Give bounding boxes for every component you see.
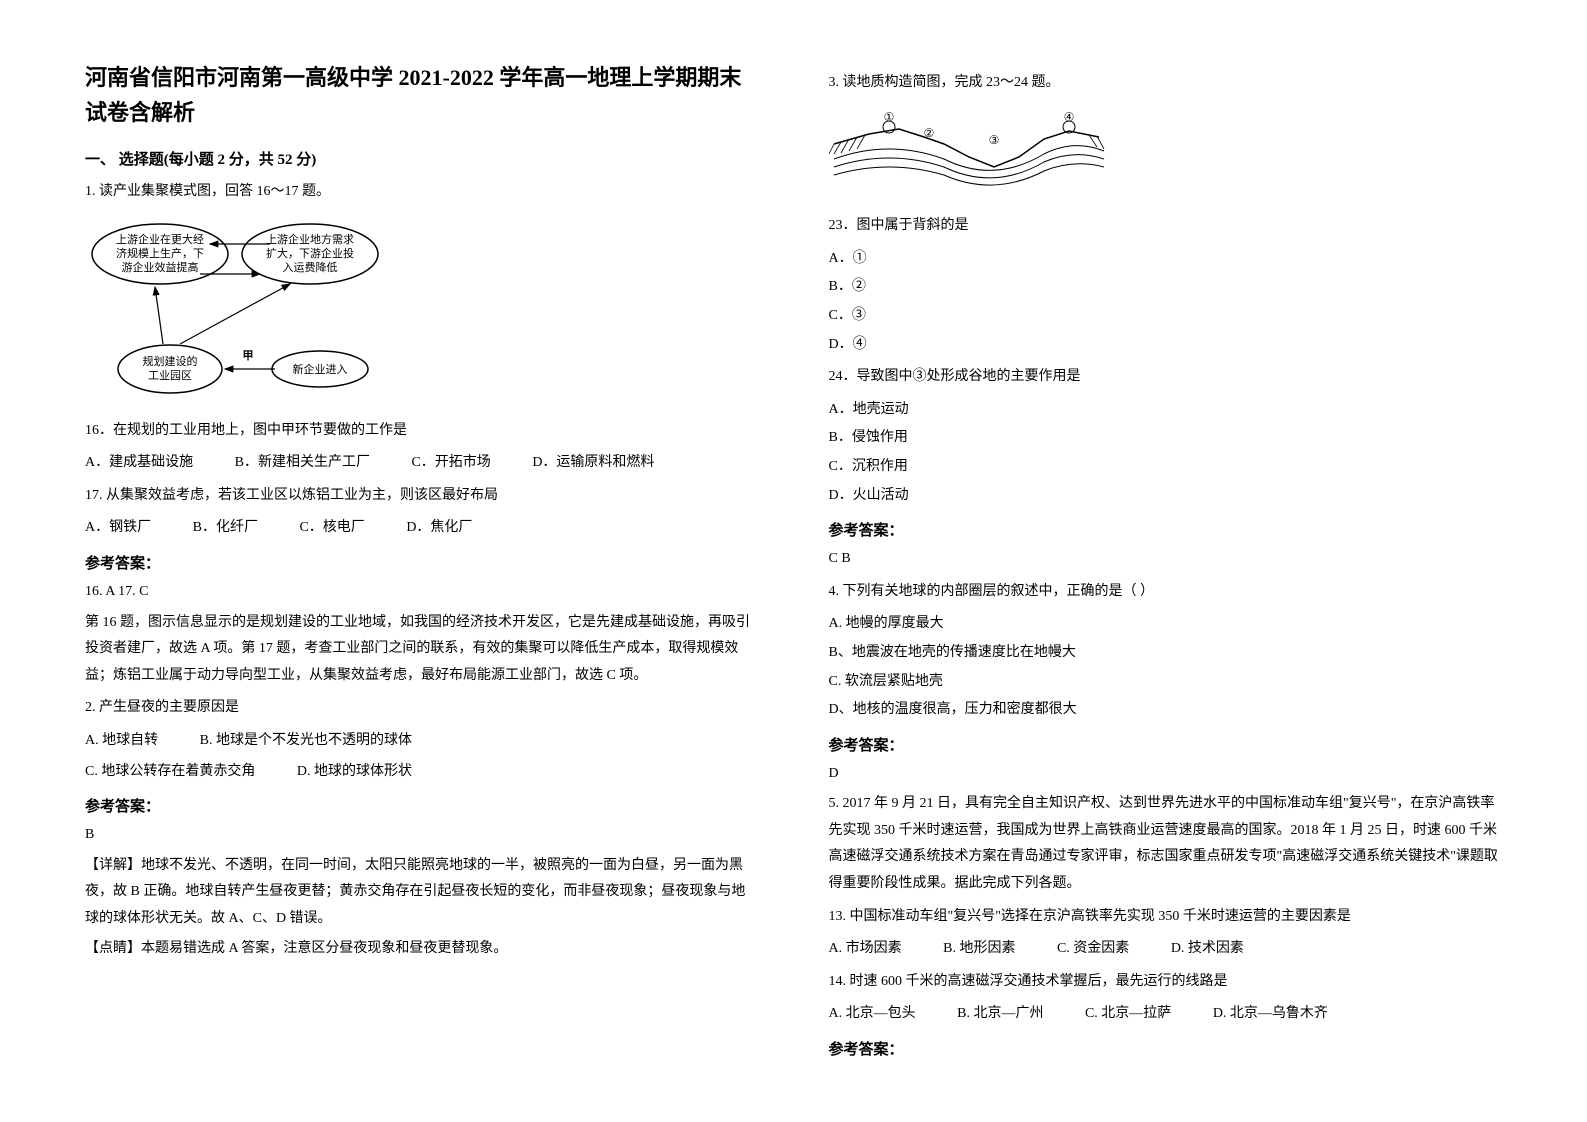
q16-options: A．建成基础设施 B．新建相关生产工厂 C．开拓市场 D．运输原料和燃料 <box>85 450 759 477</box>
q2-options-row2: C. 地球公转存在着黄赤交角 D. 地球的球体形状 <box>85 759 759 786</box>
q4-opt-c: C. 软流层紧贴地壳 <box>829 669 1503 696</box>
q1-diagram: 上游企业在更大经 济规模上生产，下 游企业效益提高 上游企业地方需求 扩大，下游… <box>85 219 759 404</box>
q13-opt-b: B. 地形因素 <box>943 936 1015 963</box>
q1-answer-label: 参考答案： <box>85 552 759 573</box>
q16-opt-a: A．建成基础设施 <box>85 450 193 477</box>
q14-opt-c: C. 北京—拉萨 <box>1085 1001 1171 1028</box>
q13-opt-d: D. 技术因素 <box>1171 936 1244 963</box>
left-column: 河南省信阳市河南第一高级中学 2021-2022 学年高一地理上学期期末试卷含解… <box>50 60 794 1062</box>
q17-opt-d: D．焦化厂 <box>406 515 472 542</box>
q2-answer: B <box>85 822 759 849</box>
q17-text: 17. 从集聚效益考虑，若该工业区以炼铝工业为主，则该区最好布局 <box>85 483 759 510</box>
q14-text: 14. 时速 600 千米的高速磁浮交通技术掌握后，最先运行的线路是 <box>829 969 1503 996</box>
q23-opt-b: B．② <box>829 274 1503 301</box>
q24-text: 24．导致图中③处形成谷地的主要作用是 <box>829 364 1503 391</box>
q13-text: 13. 中国标准动车组"复兴号"选择在京沪高铁率先实现 350 千米时速运营的主… <box>829 904 1503 931</box>
q23-opt-a: A．① <box>829 246 1503 273</box>
svg-text:新企业进入: 新企业进入 <box>293 362 348 376</box>
q17-opt-b: B．化纤厂 <box>193 515 258 542</box>
q14-options: A. 北京—包头 B. 北京—广州 C. 北京—拉萨 D. 北京—乌鲁木齐 <box>829 1001 1503 1028</box>
q1-intro: 1. 读产业集聚模式图，回答 16～17 题。 <box>85 179 759 204</box>
svg-text:甲: 甲 <box>243 349 254 362</box>
q14-opt-a: A. 北京—包头 <box>829 1001 916 1028</box>
q14-opt-b: B. 北京—广州 <box>957 1001 1043 1028</box>
q24-opt-b: B．侵蚀作用 <box>829 425 1503 452</box>
q2-opt-c: C. 地球公转存在着黄赤交角 <box>85 759 255 786</box>
svg-text:上游企业在更大经: 上游企业在更大经 <box>116 232 204 246</box>
q16-opt-c: C．开拓市场 <box>411 450 490 477</box>
q16-text: 16．在规划的工业用地上，图中甲环节要做的工作是 <box>85 418 759 445</box>
q2-options-row1: A. 地球自转 B. 地球是个不发光也不透明的球体 <box>85 728 759 755</box>
q13-opt-a: A. 市场因素 <box>829 936 902 963</box>
q1-answer: 16. A 17. C <box>85 579 759 606</box>
svg-text:扩大，下游企业投: 扩大，下游企业投 <box>266 246 354 260</box>
q24-opt-d: D．火山活动 <box>829 483 1503 510</box>
q3-answer-label: 参考答案： <box>829 519 1503 540</box>
q5-intro: 5. 2017 年 9 月 21 日，具有完全自主知识产权、达到世界先进水平的中… <box>829 791 1503 897</box>
q4-opt-d: D、地核的温度很高，压力和密度都很大 <box>829 697 1503 724</box>
right-column: 3. 读地质构造简图，完成 23～24 题。 ① ② ③ ④ <box>794 60 1538 1062</box>
q4-text: 4. 下列有关地球的内部圈层的叙述中，正确的是（ ） <box>829 579 1503 606</box>
q4-opt-a: A. 地幔的厚度最大 <box>829 611 1503 638</box>
q4-opt-b: B、地震波在地壳的传播速度比在地幔大 <box>829 640 1503 667</box>
q23-text: 23．图中属于背斜的是 <box>829 213 1503 240</box>
svg-text:济规模上生产，下: 济规模上生产，下 <box>116 246 204 260</box>
q16-opt-d: D．运输原料和燃料 <box>532 450 654 477</box>
q2-opt-d: D. 地球的球体形状 <box>297 759 412 786</box>
q13-opt-c: C. 资金因素 <box>1057 936 1129 963</box>
q2-answer-label: 参考答案： <box>85 795 759 816</box>
q23-opt-c: C．③ <box>829 303 1503 330</box>
q2-opt-a: A. 地球自转 <box>85 728 158 755</box>
q24-opt-c: C．沉积作用 <box>829 454 1503 481</box>
q24-opt-a: A．地壳运动 <box>829 397 1503 424</box>
q14-opt-d: D. 北京—乌鲁木齐 <box>1213 1001 1328 1028</box>
svg-text:③: ③ <box>988 133 999 147</box>
q16-opt-b: B．新建相关生产工厂 <box>235 450 370 477</box>
q3-answer: C B <box>829 546 1503 573</box>
svg-text:规划建设的: 规划建设的 <box>143 354 198 368</box>
q5-answer-label: 参考答案： <box>829 1038 1503 1059</box>
svg-text:游企业效益提高: 游企业效益提高 <box>122 260 199 274</box>
svg-text:工业园区: 工业园区 <box>148 369 192 382</box>
q1-explanation: 第 16 题，图示信息显示的是规划建设的工业地域，如我国的经济技术开发区，它是先… <box>85 610 759 690</box>
q4-answer-label: 参考答案： <box>829 734 1503 755</box>
q2-opt-b: B. 地球是个不发光也不透明的球体 <box>200 728 412 755</box>
q17-opt-c: C．核电厂 <box>299 515 364 542</box>
q3-intro: 3. 读地质构造简图，完成 23～24 题。 <box>829 70 1503 95</box>
svg-text:上游企业地方需求: 上游企业地方需求 <box>266 232 354 246</box>
q17-opt-a: A．钢铁厂 <box>85 515 151 542</box>
q23-opt-d: D．④ <box>829 332 1503 359</box>
q17-options: A．钢铁厂 B．化纤厂 C．核电厂 D．焦化厂 <box>85 515 759 542</box>
section-1-header: 一、 选择题(每小题 2 分，共 52 分) <box>85 148 759 169</box>
q4-answer: D <box>829 761 1503 788</box>
q2-explanation2: 【点睛】本题易错选成 A 答案，注意区分昼夜现象和昼夜更替现象。 <box>85 936 759 963</box>
q2-explanation1: 【详解】地球不发光、不透明，在同一时间，太阳只能照亮地球的一半，被照亮的一面为白… <box>85 853 759 933</box>
svg-text:入运费降低: 入运费降低 <box>283 260 338 274</box>
q13-options: A. 市场因素 B. 地形因素 C. 资金因素 D. 技术因素 <box>829 936 1503 963</box>
document-title: 河南省信阳市河南第一高级中学 2021-2022 学年高一地理上学期期末试卷含解… <box>85 60 759 130</box>
q2-text: 2. 产生昼夜的主要原因是 <box>85 695 759 722</box>
q3-diagram: ① ② ③ ④ <box>829 109 1503 199</box>
